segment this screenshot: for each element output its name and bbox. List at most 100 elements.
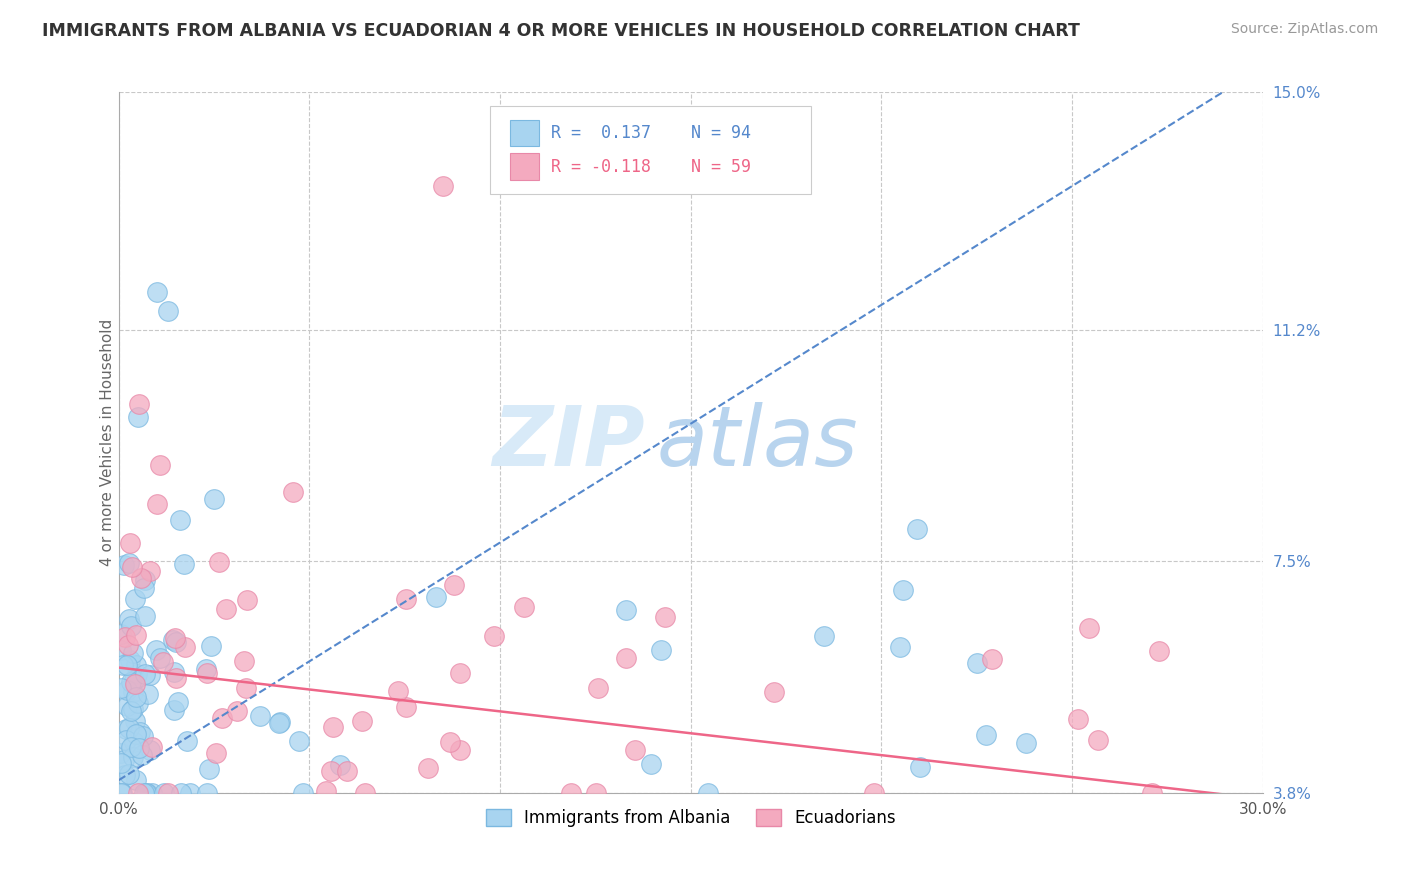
Immigrants from Albania	[110, 643, 132, 657]
Bar	[510, 153, 538, 180]
Ecuadorians	[560, 786, 582, 800]
Bar	[510, 120, 538, 146]
Ecuadorians	[124, 677, 146, 691]
Immigrants from Albania	[110, 681, 132, 695]
Immigrants from Albania	[269, 716, 291, 731]
Immigrants from Albania	[118, 653, 141, 667]
Ecuadorians	[120, 535, 142, 549]
Ecuadorians	[350, 714, 373, 728]
Immigrants from Albania	[125, 690, 148, 705]
Immigrants from Albania	[650, 642, 672, 657]
Ecuadorians	[157, 786, 180, 800]
Ecuadorians	[1087, 733, 1109, 747]
Immigrants from Albania	[132, 582, 155, 596]
Immigrants from Albania	[125, 658, 148, 673]
Ecuadorians	[211, 711, 233, 725]
Immigrants from Albania	[124, 592, 146, 607]
Ecuadorians	[449, 665, 471, 680]
Immigrants from Albania	[110, 786, 132, 800]
Immigrants from Albania	[162, 665, 184, 679]
Ecuadorians	[114, 630, 136, 644]
Immigrants from Albania	[288, 734, 311, 748]
Immigrants from Albania	[149, 650, 172, 665]
Immigrants from Albania	[115, 723, 138, 737]
Immigrants from Albania	[169, 786, 191, 800]
Immigrants from Albania	[145, 642, 167, 657]
Immigrants from Albania	[200, 639, 222, 653]
Ecuadorians	[149, 458, 172, 472]
Ecuadorians	[152, 655, 174, 669]
Text: IMMIGRANTS FROM ALBANIA VS ECUADORIAN 4 OR MORE VEHICLES IN HOUSEHOLD CORRELATIO: IMMIGRANTS FROM ALBANIA VS ECUADORIAN 4 …	[42, 22, 1080, 40]
Immigrants from Albania	[114, 768, 136, 782]
Immigrants from Albania	[132, 786, 155, 800]
Immigrants from Albania	[176, 734, 198, 748]
Immigrants from Albania	[813, 629, 835, 643]
Ecuadorians	[322, 720, 344, 734]
Immigrants from Albania	[139, 743, 162, 757]
FancyBboxPatch shape	[491, 106, 811, 194]
Ecuadorians	[236, 593, 259, 607]
Ecuadorians	[395, 591, 418, 606]
Ecuadorians	[117, 638, 139, 652]
Ecuadorians	[125, 628, 148, 642]
Immigrants from Albania	[134, 573, 156, 587]
Ecuadorians	[165, 631, 187, 645]
Ecuadorians	[614, 650, 637, 665]
Immigrants from Albania	[110, 746, 132, 760]
Ecuadorians	[145, 497, 167, 511]
Immigrants from Albania	[202, 491, 225, 506]
Immigrants from Albania	[120, 704, 142, 718]
Ecuadorians	[173, 640, 195, 654]
Ecuadorians	[763, 685, 786, 699]
Immigrants from Albania	[110, 627, 132, 641]
Ecuadorians	[416, 761, 439, 775]
Immigrants from Albania	[127, 696, 149, 710]
Ecuadorians	[439, 735, 461, 749]
Immigrants from Albania	[162, 632, 184, 647]
Immigrants from Albania	[122, 685, 145, 699]
Immigrants from Albania	[124, 714, 146, 728]
Immigrants from Albania	[136, 786, 159, 800]
Immigrants from Albania	[138, 667, 160, 681]
Immigrants from Albania	[131, 747, 153, 762]
Immigrants from Albania	[425, 590, 447, 604]
Immigrants from Albania	[197, 762, 219, 776]
Immigrants from Albania	[135, 786, 157, 800]
Immigrants from Albania	[166, 695, 188, 709]
Ecuadorians	[387, 684, 409, 698]
Immigrants from Albania	[165, 634, 187, 648]
Ecuadorians	[395, 699, 418, 714]
Text: R = -0.118    N = 59: R = -0.118 N = 59	[551, 158, 751, 176]
Ecuadorians	[586, 681, 609, 696]
Immigrants from Albania	[118, 612, 141, 626]
Immigrants from Albania	[120, 740, 142, 755]
Immigrants from Albania	[974, 728, 997, 742]
Ecuadorians	[141, 740, 163, 755]
Ecuadorians	[315, 784, 337, 798]
Immigrants from Albania	[146, 285, 169, 300]
Immigrants from Albania	[134, 608, 156, 623]
Immigrants from Albania	[173, 557, 195, 571]
Ecuadorians	[121, 560, 143, 574]
Immigrants from Albania	[120, 674, 142, 689]
Legend: Immigrants from Albania, Ecuadorians: Immigrants from Albania, Ecuadorians	[479, 802, 903, 833]
Ecuadorians	[513, 600, 536, 615]
Immigrants from Albania	[117, 683, 139, 698]
Ecuadorians	[980, 652, 1002, 666]
Immigrants from Albania	[115, 698, 138, 713]
Immigrants from Albania	[195, 662, 218, 676]
Ecuadorians	[449, 743, 471, 757]
Ecuadorians	[205, 746, 228, 760]
Ecuadorians	[654, 610, 676, 624]
Immigrants from Albania	[125, 772, 148, 787]
Ecuadorians	[165, 671, 187, 685]
Ecuadorians	[585, 786, 607, 800]
Immigrants from Albania	[115, 732, 138, 747]
Immigrants from Albania	[121, 702, 143, 716]
Immigrants from Albania	[121, 646, 143, 660]
Immigrants from Albania	[1014, 736, 1036, 750]
Immigrants from Albania	[329, 757, 352, 772]
Ecuadorians	[139, 564, 162, 578]
Ecuadorians	[195, 666, 218, 681]
Ecuadorians	[484, 629, 506, 643]
